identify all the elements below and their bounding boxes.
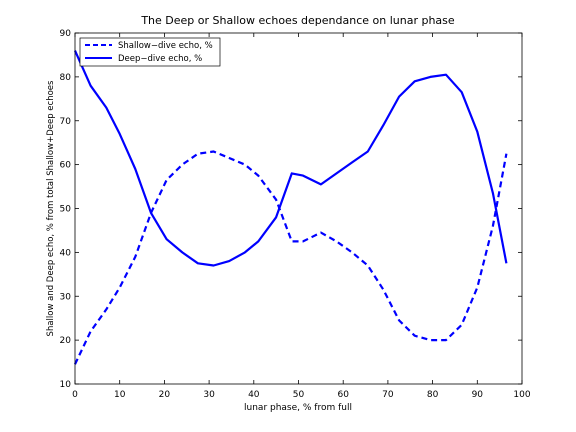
x-tick-label: 90 [472,390,484,400]
legend-label-shallow: Shallow−dive echo, % [118,41,213,51]
x-tick-label: 80 [427,390,439,400]
data-series [73,50,508,365]
x-tick-label: 30 [203,390,215,400]
x-tick-label: 20 [159,390,171,400]
y-tick-label: 60 [60,161,72,171]
x-tick-label: 70 [382,390,394,400]
x-tick-label: 0 [72,390,78,400]
legend-box [79,37,221,67]
x-tick-label: 60 [337,390,349,400]
series-line-deep-dive [73,50,508,267]
y-tick-label: 80 [60,73,72,83]
plot-frame [74,32,523,385]
x-tick-label: 50 [293,390,305,400]
y-axis-label: Shallow and Deep echo, % from total Shal… [46,80,56,336]
chart-title: The Deep or Shallow echoes dependance on… [140,14,455,27]
series-line-shallow-dive [74,150,508,365]
legend: Shallow−dive echo, % Deep−dive echo, % [79,37,221,67]
x-tick-label: 100 [513,390,530,400]
x-tick-label: 10 [114,390,126,400]
x-tick-label: 40 [248,390,260,400]
y-tick-label: 90 [60,29,72,39]
legend-label-deep: Deep−dive echo, % [118,54,202,64]
y-tick-label: 40 [60,248,72,258]
y-tick-label: 10 [60,380,72,390]
y-tick-label: 30 [60,292,72,302]
y-tick-label: 50 [60,205,72,215]
x-axis-label: lunar phase, % from full [244,403,352,413]
y-tick-label: 70 [60,117,72,127]
y-tick-label: 20 [60,336,72,346]
